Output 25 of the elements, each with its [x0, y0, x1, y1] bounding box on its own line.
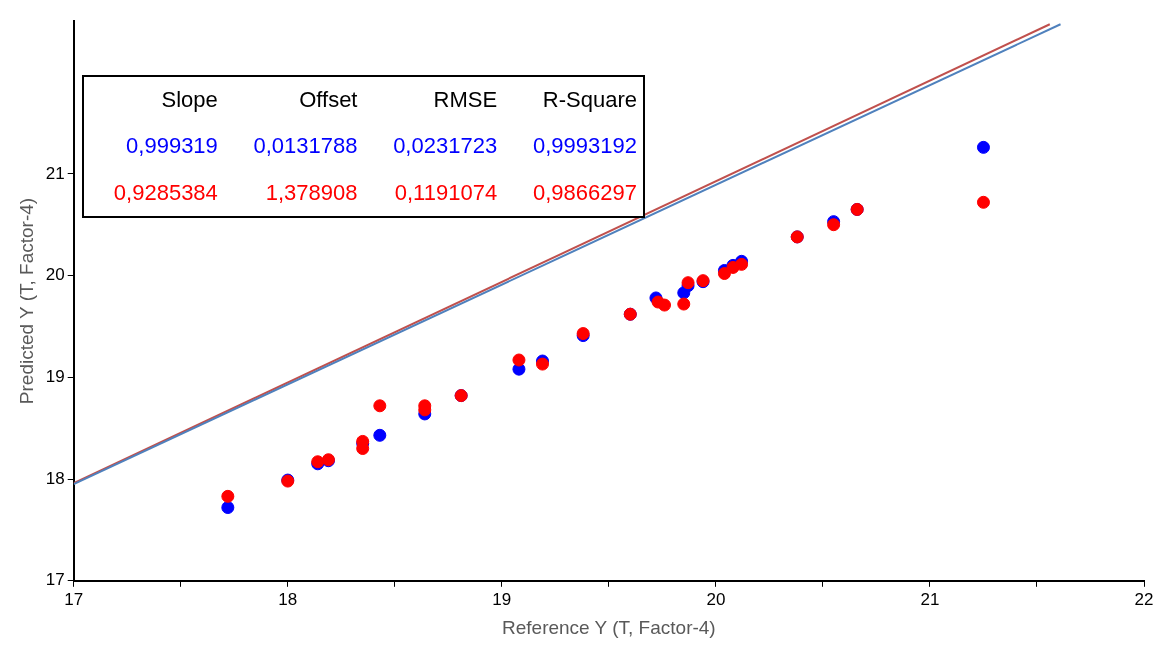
annotation: 0,999319	[125, 132, 219, 161]
x-tick-label: 19	[492, 589, 512, 609]
annotation: 0,0231723	[392, 132, 499, 161]
x-tick-label: 20	[706, 589, 726, 609]
annotation: 0,9993192	[532, 132, 638, 161]
annotation: 0,9285384	[112, 178, 219, 207]
y-tick-label: 17	[45, 570, 65, 590]
x-tick-label: 17	[64, 589, 84, 609]
annotation: Offset	[298, 86, 359, 115]
x-axis-title: Reference Y (T, Factor-4)	[502, 616, 716, 638]
annotation: 1,378908	[264, 178, 359, 207]
y-tick-label: 18	[45, 468, 65, 488]
annotation: RMSE	[432, 86, 499, 115]
y-tick-label: 20	[45, 265, 65, 285]
annotation: 0,1191074	[393, 178, 499, 207]
x-tick-label: 21	[920, 589, 940, 609]
annotation: 0,9866297	[532, 178, 638, 207]
annotation: 0,0131788	[252, 132, 359, 161]
x-tick-label: 18	[278, 589, 298, 609]
y-tick-label: 21	[45, 163, 65, 183]
x-tick-label: 22	[1134, 589, 1154, 609]
y-tick-label: 19	[45, 367, 65, 386]
annotation: Slope	[160, 86, 219, 115]
annotation: R-Square	[541, 86, 638, 115]
y-axis-title: Predicted Y (T, Factor-4)	[15, 197, 37, 405]
